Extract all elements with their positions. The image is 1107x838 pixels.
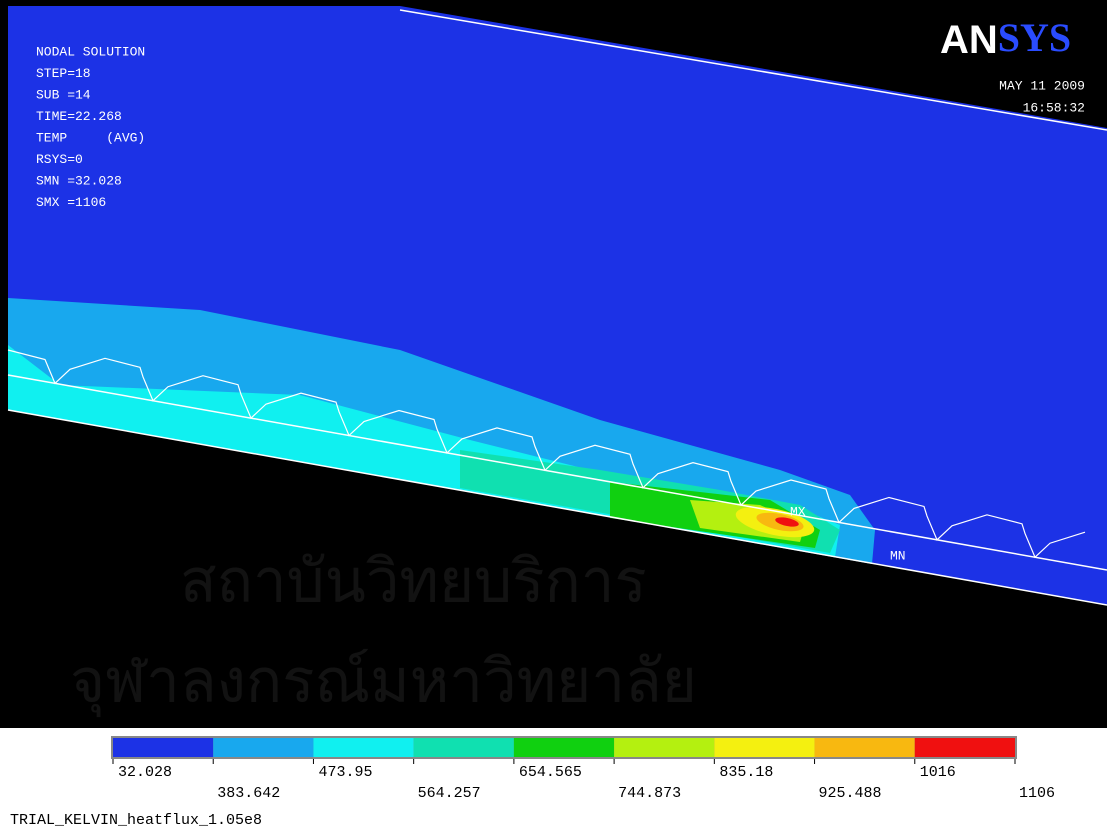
legend-swatch	[915, 738, 1015, 757]
info-line: RSYS=0	[36, 152, 83, 167]
legend-swatch	[714, 738, 814, 757]
info-line: TEMP (AVG)	[36, 130, 145, 145]
legend-swatch	[113, 738, 213, 757]
info-line: TIME=22.268	[36, 109, 122, 124]
legend-label: 32.028	[118, 764, 172, 781]
max-marker: MX	[790, 504, 806, 519]
info-line: SMX =1106	[36, 195, 106, 210]
legend-label: 1016	[920, 764, 956, 781]
legend-swatch	[414, 738, 514, 757]
legend-swatch	[313, 738, 413, 757]
ansys-window: สถาบันวิทยบริการ จุฬาลงกรณ์มหาวิทยาลัย N…	[0, 0, 1107, 838]
legend-label: 564.257	[418, 785, 481, 802]
logo: ANSYS	[940, 15, 1071, 61]
legend-label: 1106	[1019, 785, 1055, 802]
legend-swatch	[514, 738, 614, 757]
logo-left: AN	[940, 18, 998, 62]
legend-swatch	[213, 738, 313, 757]
footer-title: TRIAL_KELVIN_heatflux_1.05e8	[10, 812, 262, 829]
legend-swatch	[815, 738, 915, 757]
legend-label: 925.488	[819, 785, 882, 802]
info-line: NODAL SOLUTION	[36, 44, 145, 59]
legend-label: 473.95	[318, 764, 372, 781]
watermark: จุฬาลงกรณ์มหาวิทยาลัย	[70, 647, 697, 718]
date: MAY 11 2009	[999, 78, 1085, 93]
legend-label: 654.565	[519, 764, 582, 781]
info-line: SMN =32.028	[36, 173, 122, 188]
legend-label: 383.642	[217, 785, 280, 802]
legend-label: 835.18	[719, 764, 773, 781]
min-marker: MN	[890, 548, 906, 563]
time: 16:58:32	[1023, 100, 1085, 115]
legend-swatch	[614, 738, 714, 757]
watermark: สถาบันวิทยบริการ	[180, 547, 647, 617]
info-line: STEP=18	[36, 66, 91, 81]
logo-right: SYS	[998, 15, 1071, 60]
info-line: SUB =14	[36, 87, 91, 102]
legend-label: 744.873	[618, 785, 681, 802]
